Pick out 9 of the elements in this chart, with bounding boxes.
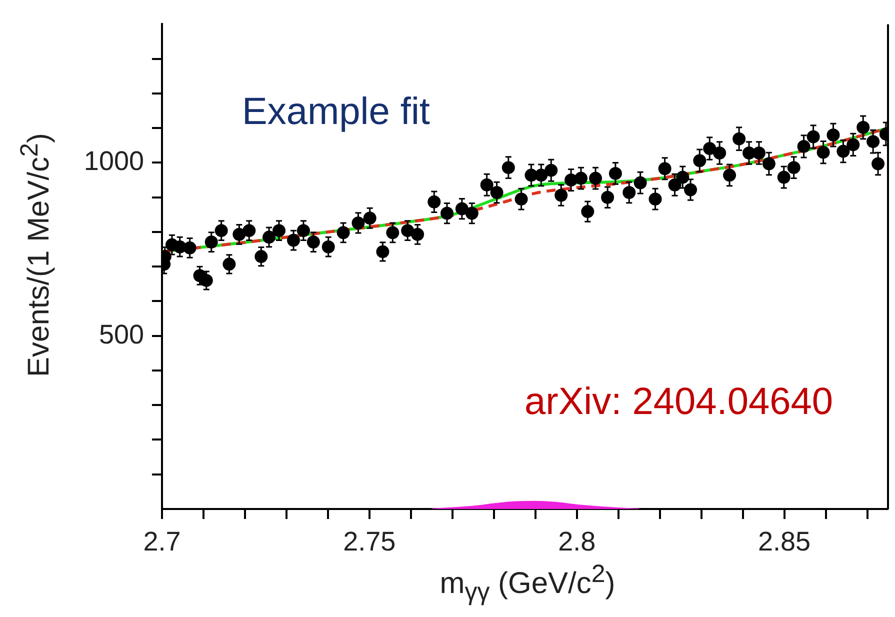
x-tick-label: 2.7 — [143, 526, 181, 557]
x-axis-title: m$_{γγ}$ (GeV/c$^{2}$) — [438, 560, 616, 607]
x-tick-label: 2.8 — [558, 526, 596, 557]
y-tick-label: 1000 — [84, 146, 144, 176]
x-tick-label: 2.85 — [758, 526, 811, 557]
y-tick-label: 500 — [98, 319, 144, 350]
x-tick-label: 2.75 — [343, 526, 396, 557]
annotation: arXiv: 2404.04640 — [524, 381, 833, 424]
text: Example fit — [242, 91, 430, 134]
